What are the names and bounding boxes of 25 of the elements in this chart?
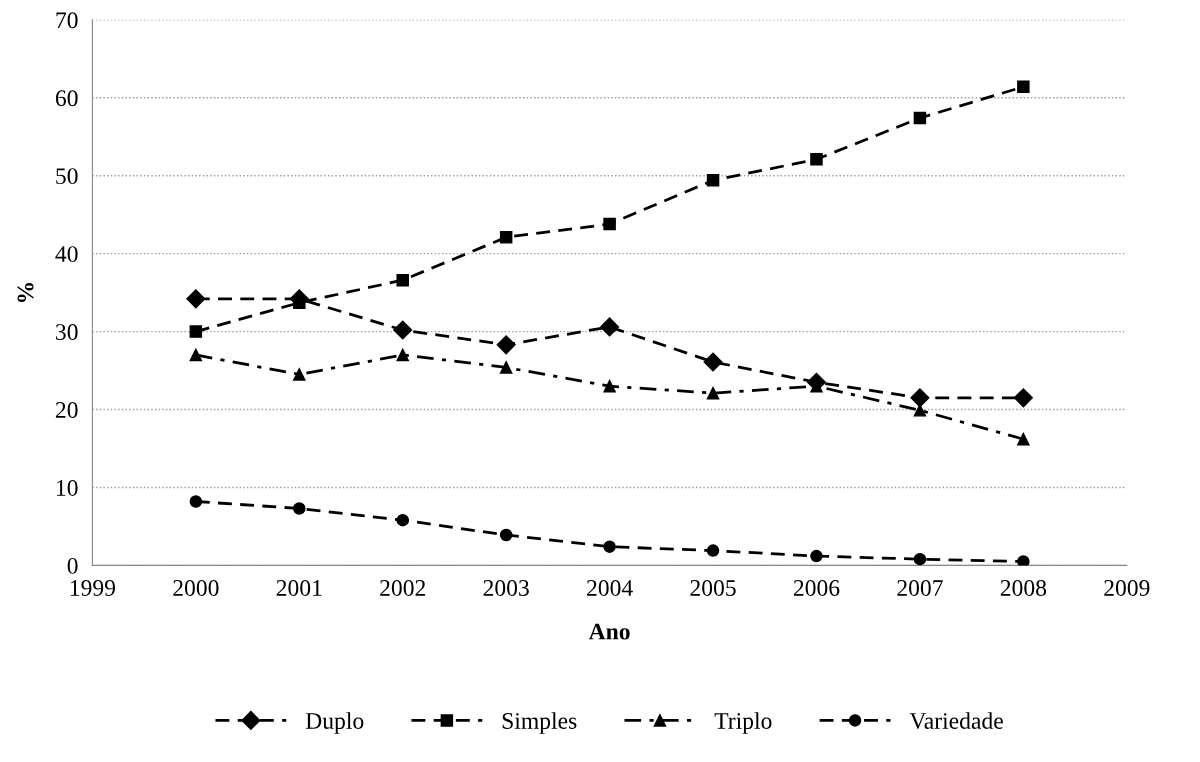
y-tick-label: 0 bbox=[67, 557, 78, 574]
y-tick-label: 10 bbox=[56, 479, 78, 496]
y-tick-label: 20 bbox=[55, 402, 78, 418]
y-tick-label: 30 bbox=[56, 324, 78, 340]
x-tick-label: 2006 bbox=[793, 579, 840, 596]
x-tick-label: 2004 bbox=[587, 579, 633, 596]
legend-label: Duplo bbox=[305, 712, 364, 734]
y-tick-label: 50 bbox=[56, 168, 78, 185]
x-tick-label: 2002 bbox=[380, 579, 426, 596]
legend-label: Variedade bbox=[909, 712, 1003, 730]
y-tick-label: 40 bbox=[55, 246, 78, 263]
x-tick-label: 2007 bbox=[897, 579, 943, 596]
y-tick-label: 60 bbox=[55, 90, 78, 107]
x-tick-label: 2008 bbox=[1000, 579, 1047, 596]
y-tick-label: 70 bbox=[56, 12, 78, 29]
legend-label: Triplo bbox=[714, 712, 772, 734]
x-tick-label: 2000 bbox=[173, 579, 219, 596]
x-tick-label: 2005 bbox=[690, 579, 736, 596]
x-tick-label: 2003 bbox=[483, 579, 529, 596]
y-axis-title: % bbox=[17, 283, 34, 302]
x-tick-label: 2001 bbox=[276, 579, 322, 596]
x-axis-title: Ano bbox=[588, 623, 630, 640]
x-tick-label: 2009 bbox=[1104, 579, 1150, 596]
x-tick-label: 1999 bbox=[70, 580, 116, 596]
legend-label: Simples bbox=[502, 712, 577, 734]
